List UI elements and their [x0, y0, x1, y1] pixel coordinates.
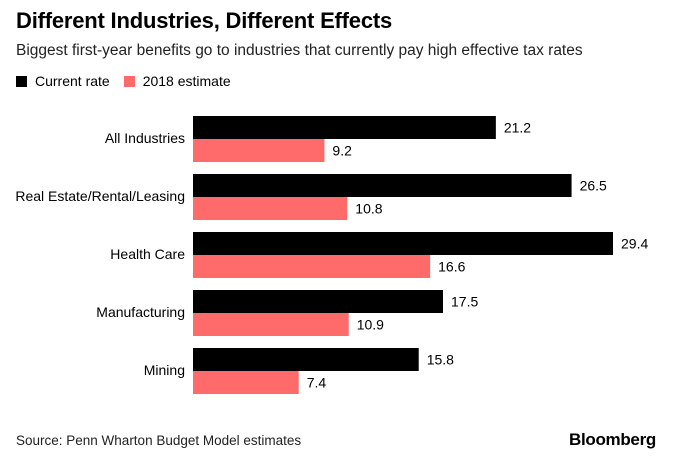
legend-item-current: Current rate	[16, 73, 110, 89]
category-label: All Industries	[105, 130, 185, 146]
bar-2018-estimate	[193, 197, 348, 220]
bar-chart: All Industries 21.2 9.2 Real Estate/Rental/…	[15, 116, 648, 394]
legend-label-current: Current rate	[35, 73, 110, 89]
data-label: 26.5	[580, 178, 607, 194]
data-label: 16.6	[438, 259, 465, 275]
bar-current-rate	[193, 232, 613, 255]
data-label: 29.4	[621, 236, 648, 252]
legend: Current rate 2018 estimate	[16, 73, 245, 89]
legend-item-estimate: 2018 estimate	[123, 73, 231, 89]
legend-label-estimate: 2018 estimate	[142, 73, 231, 89]
legend-swatch-estimate	[123, 75, 135, 87]
chart-subtitle: Biggest first-year benefits go to indust…	[16, 42, 583, 59]
category-label: Manufacturing	[96, 304, 185, 320]
bar-2018-estimate	[193, 255, 431, 278]
category-label: Health Care	[110, 246, 185, 262]
category-label: Mining	[144, 362, 185, 378]
chart-title: Different Industries, Different Effects	[16, 8, 393, 33]
data-label: 15.8	[427, 352, 454, 368]
bar-current-rate	[193, 348, 419, 371]
bar-current-rate	[193, 174, 572, 197]
category-label: Real Estate/Rental/Leasing	[15, 188, 185, 204]
bar-2018-estimate	[193, 139, 325, 162]
bar-current-rate	[193, 290, 443, 313]
data-label: 9.2	[332, 143, 352, 159]
data-label: 21.2	[504, 120, 531, 136]
data-label: 10.9	[357, 317, 384, 333]
bar-current-rate	[193, 116, 496, 139]
data-label: 17.5	[451, 294, 478, 310]
legend-swatch-current	[16, 75, 27, 87]
data-label: 7.4	[307, 375, 327, 391]
data-label: 10.8	[355, 201, 382, 217]
bar-2018-estimate	[193, 313, 349, 336]
bar-2018-estimate	[193, 371, 299, 394]
bloomberg-logo: Bloomberg	[568, 430, 656, 449]
source-note: Source: Penn Wharton Budget Model estima…	[16, 433, 302, 448]
